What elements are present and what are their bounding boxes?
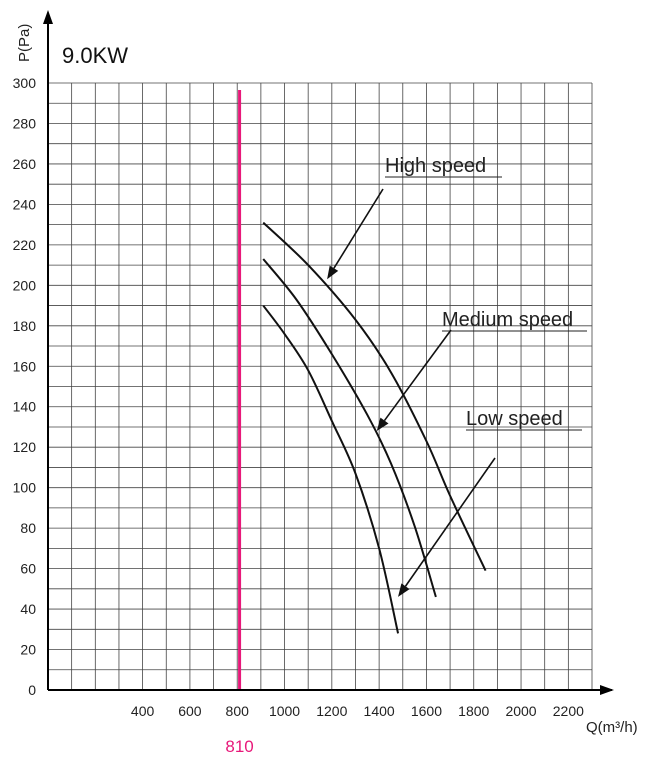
- x-tick-label: 1200: [316, 703, 347, 719]
- y-tick-label: 240: [13, 196, 37, 212]
- y-tick-label: 180: [13, 318, 37, 334]
- y-tick-label: 120: [13, 439, 37, 455]
- x-tick-label: 1000: [269, 703, 300, 719]
- y-tick-label: 100: [13, 480, 37, 496]
- y-tick-label: 60: [20, 561, 36, 577]
- x-tick-label: 1400: [364, 703, 395, 719]
- y-tick-label: 300: [13, 75, 37, 91]
- x-tick-label: 600: [178, 703, 202, 719]
- medium-speed-curve: [262, 258, 437, 598]
- grid: [48, 82, 593, 690]
- annotations: High speed Medium speed Low speed: [327, 155, 587, 597]
- y-tick-label: 140: [13, 399, 37, 415]
- y-tick-label: 200: [13, 277, 37, 293]
- x-tick-label: 2200: [553, 703, 584, 719]
- low-speed-label: Low speed: [466, 408, 563, 430]
- low-speed-arrowhead: [398, 583, 410, 597]
- low-speed-curve: [262, 304, 400, 634]
- x-axis-title: Q(m³/h): [586, 719, 638, 736]
- medium-speed-arrowhead: [376, 417, 389, 432]
- x-axis-arrowhead: [600, 685, 614, 695]
- x-tick-label: 400: [131, 703, 155, 719]
- high-speed-label: High speed: [385, 155, 486, 177]
- reference-line-label: 810: [225, 737, 253, 756]
- high-speed-arrow-line: [333, 188, 384, 269]
- axes: [43, 10, 614, 695]
- y-axis-title: P(Pa): [16, 24, 33, 62]
- x-tick-label: 800: [226, 703, 250, 719]
- curves: [262, 221, 487, 634]
- medium-speed-label: Medium speed: [442, 309, 573, 331]
- y-tick-label: 280: [13, 115, 37, 131]
- y-tick-label: 260: [13, 156, 37, 172]
- tick-labels: 0 20 40 60 80 100 120 140 160 180 200 220 240 260 280 3…: [13, 75, 584, 719]
- reference-line-group: 810: [225, 90, 254, 756]
- y-tick-label: 220: [13, 237, 37, 253]
- x-tick-label: 2000: [505, 703, 536, 719]
- y-tick-label: 0: [28, 682, 36, 698]
- x-tick-label: 1800: [458, 703, 489, 719]
- high-speed-arrowhead: [327, 265, 339, 280]
- y-tick-label: 80: [20, 520, 36, 536]
- y-tick-label: 20: [20, 642, 36, 658]
- y-tick-label: 160: [13, 358, 37, 374]
- y-tick-label: 40: [20, 601, 36, 617]
- x-tick-label: 1600: [411, 703, 442, 719]
- low-speed-arrow-line: [404, 457, 496, 587]
- high-speed-curve: [262, 221, 487, 572]
- y-axis-arrowhead: [43, 10, 53, 24]
- medium-speed-arrow-line: [383, 329, 452, 422]
- chart-title: 9.0KW: [62, 43, 128, 68]
